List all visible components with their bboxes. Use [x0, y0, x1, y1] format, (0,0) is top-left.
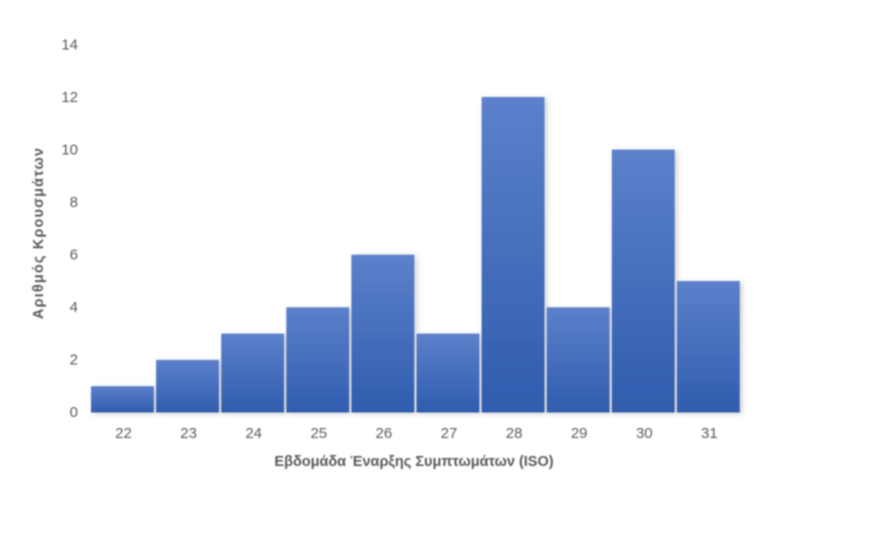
- svg-text:14: 14: [61, 36, 78, 53]
- svg-text:22: 22: [115, 425, 132, 442]
- svg-text:Εβδομάδα Έναρξης Συμπτωμάτων (: Εβδομάδα Έναρξης Συμπτωμάτων (ISO): [274, 454, 553, 470]
- svg-text:2: 2: [70, 352, 78, 369]
- svg-text:31: 31: [701, 425, 718, 442]
- svg-text:23: 23: [180, 425, 197, 442]
- svg-text:12: 12: [61, 89, 78, 106]
- svg-text:27: 27: [441, 425, 458, 442]
- svg-text:24: 24: [245, 425, 262, 442]
- svg-text:28: 28: [506, 425, 523, 442]
- svg-text:8: 8: [70, 194, 78, 211]
- svg-text:26: 26: [376, 425, 393, 442]
- svg-text:0: 0: [70, 404, 78, 421]
- svg-text:6: 6: [70, 247, 78, 264]
- svg-text:25: 25: [310, 425, 327, 442]
- svg-text:30: 30: [636, 425, 653, 442]
- svg-text:29: 29: [571, 425, 588, 442]
- svg-text:Αριθμός Κρουσμάτων: Αριθμός Κρουσμάτων: [31, 147, 47, 319]
- svg-text:4: 4: [70, 299, 78, 316]
- svg-text:10: 10: [61, 142, 78, 159]
